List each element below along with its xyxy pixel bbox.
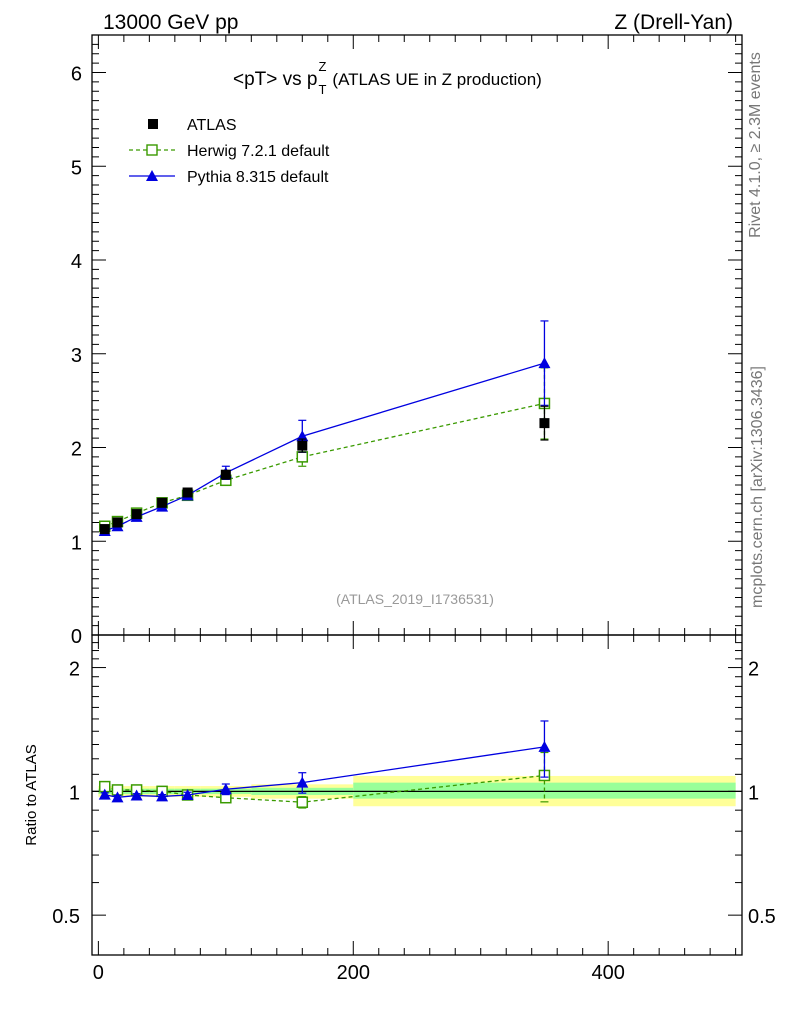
x-tick-label: 0	[93, 962, 104, 984]
process-label: Z (Drell-Yan)	[614, 11, 733, 34]
atlas-point	[99, 524, 110, 535]
y-tick-label: 5	[71, 157, 82, 179]
herwig-line	[104, 402, 545, 527]
main-axes: 0 1 2 3 4 5 6	[71, 34, 742, 648]
y-tick-label: 0	[71, 626, 82, 648]
mcplots-label: mcplots.cern.ch [arXiv:1306.3436]	[749, 366, 766, 608]
pythia-ratio-point	[111, 791, 124, 803]
legend-pythia-label: Pythia 8.315 default	[187, 169, 329, 186]
pythia-ratio-point	[219, 783, 232, 795]
analysis-watermark: (ATLAS_2019_I1736531)	[336, 591, 494, 607]
y-tick-label: 1	[71, 532, 82, 554]
pythia-ratio-point	[156, 790, 169, 802]
pythia-ratio-point	[538, 740, 551, 752]
ratio-y-tick-label-right: 2	[748, 659, 759, 681]
pythia-ratio-line	[104, 746, 545, 799]
ratio-frame	[91, 634, 743, 956]
pythia-line	[104, 362, 545, 532]
y-tick-label: 4	[71, 251, 82, 273]
ratio-y-tick-label-right: 1	[748, 782, 759, 804]
atlas-point	[112, 517, 123, 528]
pythia-ratio-point	[130, 789, 143, 801]
main-series	[98, 320, 551, 536]
pythia-ratio-point	[98, 788, 111, 800]
x-tick-label: 200	[337, 962, 370, 984]
legend-herwig-label: Herwig 7.2.1 default	[187, 143, 330, 160]
legend-atlas-marker	[148, 119, 158, 129]
legend-atlas-label: ATLAS	[187, 117, 237, 134]
legend-herwig-marker	[146, 144, 158, 156]
chart-title: <pT> vs pZ T(ATLAS UE in Z production)	[233, 59, 542, 97]
herwig-ratio-point	[296, 796, 309, 808]
ratio-y-tick-label-right: 0.5	[748, 906, 776, 928]
pythia-ratio-point	[296, 776, 309, 788]
atlas-point	[539, 418, 550, 429]
main-panel: <pT> vs pZ T(ATLAS UE in Z production) (A…	[71, 34, 743, 648]
atlas-point	[220, 469, 231, 480]
atlas-point	[131, 509, 142, 520]
x-tick-label: 400	[591, 962, 624, 984]
ratio-y-tick-label-left: 2	[69, 659, 80, 681]
pythia-point	[538, 357, 551, 369]
legend: ATLAS Herwig 7.2.1 default Pythia 8.315 …	[129, 117, 330, 186]
herwig-point	[296, 451, 309, 463]
rivet-label: Rivet 4.1.0, ≥ 2.3M events	[747, 52, 764, 238]
atlas-point	[157, 497, 168, 508]
ratio-y-tick-label-left: 0.5	[52, 906, 80, 928]
ratio-panel: 0.5 0.5 1 1 2 2 0 200 400 Ratio to ATLAS	[23, 634, 776, 984]
legend-pythia-marker	[146, 170, 158, 181]
ratio-series	[98, 720, 551, 809]
energy-label: 13000 GeV pp	[103, 11, 238, 34]
ratio-ylabel: Ratio to ATLAS	[23, 744, 40, 845]
ratio-axes: 0.5 0.5 1 1 2 2 0 200 400	[52, 634, 776, 984]
atlas-point	[297, 440, 308, 451]
pythia-ratio-point	[181, 788, 194, 800]
y-tick-label: 2	[71, 439, 82, 461]
y-tick-label: 3	[71, 345, 82, 367]
y-tick-label: 6	[71, 64, 82, 86]
ratio-y-tick-label-left: 1	[69, 782, 80, 804]
atlas-point	[182, 487, 193, 498]
